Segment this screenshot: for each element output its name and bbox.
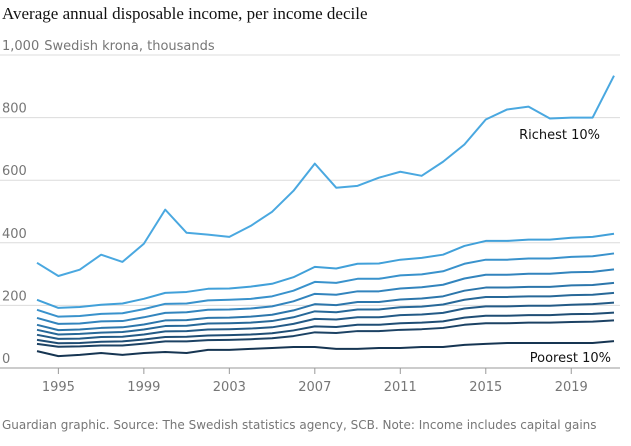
chart-title: Average annual disposable income, per in… [2, 4, 368, 23]
series-label: Poorest 10% [530, 351, 611, 366]
series-line [36, 301, 615, 340]
series-line [36, 75, 615, 277]
x-tick-label: 2003 [213, 380, 246, 395]
y-tick-label: 600 [2, 164, 27, 179]
x-tick-label: 1995 [42, 380, 75, 395]
x-tick-label: 1999 [127, 380, 160, 395]
series-line [36, 268, 615, 325]
y-tick-label: 400 [2, 227, 27, 242]
y-axis-label: Swedish krona, thousands [44, 39, 215, 54]
x-tick-label: 2019 [555, 380, 588, 395]
x-tick-label: 2007 [298, 380, 331, 395]
series-line [36, 281, 615, 332]
series-line [36, 291, 615, 336]
x-tick-label: 2011 [384, 380, 417, 395]
y-tick-label: 200 [2, 289, 27, 304]
series-line [36, 252, 615, 318]
series-line [36, 319, 615, 348]
y-tick-label: 800 [2, 102, 27, 117]
series-label: Richest 10% [519, 128, 600, 143]
x-tick-label: 2015 [469, 380, 502, 395]
source-note: Guardian graphic. Source: The Swedish st… [2, 418, 597, 432]
y-tick-label: 1,000 [2, 39, 39, 54]
y-tick-label: 0 [2, 352, 10, 367]
series-line [36, 340, 615, 358]
series-line [36, 232, 615, 309]
series-line [36, 311, 615, 345]
